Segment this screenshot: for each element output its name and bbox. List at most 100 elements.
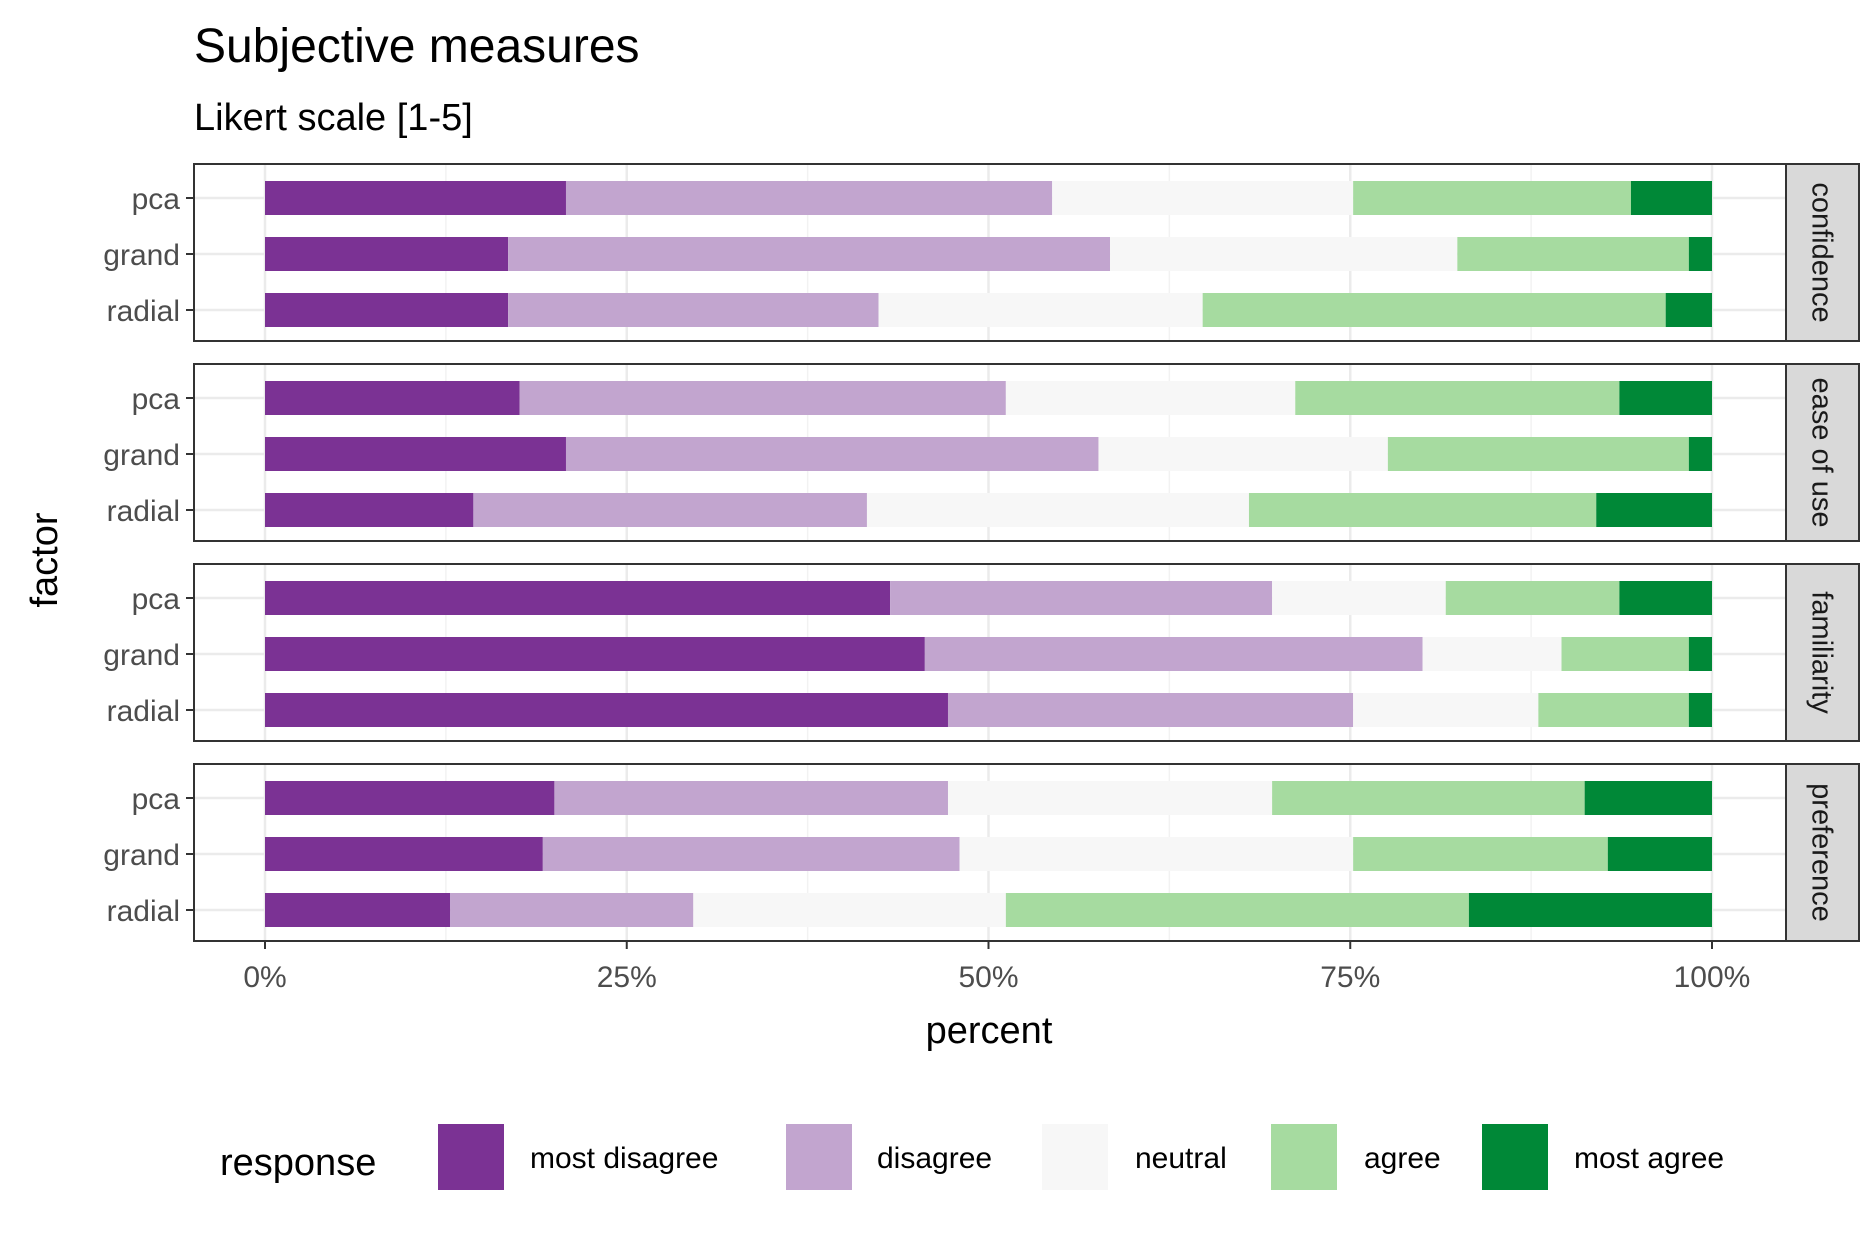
bar-familiarity-radial-most-disagree	[265, 693, 948, 727]
y-axis-label: factor	[24, 512, 66, 607]
bar-confidence-grand-agree	[1457, 237, 1689, 271]
facet-strip	[1785, 563, 1860, 742]
facet-strip	[1785, 363, 1860, 542]
bar-ease-of-use-pca-most-agree	[1619, 381, 1712, 415]
x-tick-label: 0%	[243, 961, 286, 994]
bar-familiarity-pca-neutral	[1272, 581, 1446, 615]
legend-key-most-agree	[1482, 1124, 1548, 1190]
facet-strip-label: confidence	[1806, 182, 1838, 322]
panel-familiarity: pca grand radial familiarity	[103, 563, 1860, 742]
facet-strip-label: familiarity	[1806, 591, 1838, 714]
bar-familiarity-pca-disagree	[890, 581, 1273, 615]
legend-key-agree	[1271, 1124, 1337, 1190]
bar-confidence-grand-most-disagree	[265, 237, 509, 271]
bar-preference-radial-neutral	[693, 893, 1006, 927]
bar-familiarity-grand-most-disagree	[265, 637, 925, 671]
legend-label-most-agree: most agree	[1574, 1142, 1724, 1175]
x-tick-label: 50%	[958, 961, 1018, 994]
bar-ease-of-use-grand-most-disagree	[265, 437, 566, 471]
x-tick-label: 75%	[1320, 961, 1380, 994]
bar-preference-pca-most-disagree	[265, 781, 555, 815]
y-tick-label: radial	[107, 495, 180, 528]
panel-ease-of-use: pca grand radial ease of use	[103, 363, 1860, 542]
x-axis: 0% 25% 50% 75% 100%	[243, 941, 1750, 994]
y-tick-label: grand	[103, 639, 180, 672]
bar-ease-of-use-grand-neutral	[1098, 437, 1388, 471]
bar-ease-of-use-radial-most-agree	[1596, 493, 1712, 527]
legend-label-disagree: disagree	[877, 1142, 992, 1175]
y-tick-label: radial	[107, 895, 180, 928]
bar-ease-of-use-grand-most-agree	[1688, 437, 1712, 471]
bar-familiarity-radial-neutral	[1353, 693, 1539, 727]
bar-familiarity-grand-agree	[1561, 637, 1689, 671]
bar-preference-pca-agree	[1272, 781, 1585, 815]
bar-familiarity-pca-agree	[1445, 581, 1620, 615]
bar-confidence-radial-neutral	[878, 293, 1203, 327]
bar-confidence-pca-most-disagree	[265, 181, 566, 215]
legend-label-agree: agree	[1364, 1142, 1441, 1175]
bar-preference-grand-most-disagree	[265, 837, 543, 871]
legend-title: response	[220, 1142, 376, 1184]
bar-ease-of-use-pca-most-disagree	[265, 381, 520, 415]
bar-preference-grand-disagree	[542, 837, 960, 871]
facet-strip	[1785, 763, 1860, 942]
bar-ease-of-use-pca-neutral	[1005, 381, 1296, 415]
y-tick-label: grand	[103, 839, 180, 872]
chart-subtitle: Likert scale [1-5]	[194, 97, 473, 139]
bar-familiarity-grand-most-agree	[1688, 637, 1712, 671]
bar-preference-radial-most-agree	[1468, 893, 1712, 927]
legend-key-disagree	[786, 1124, 852, 1190]
y-tick-label: grand	[103, 439, 180, 472]
y-tick-label: pca	[132, 783, 181, 816]
y-tick-label: pca	[132, 183, 181, 216]
chart-title: Subjective measures	[194, 20, 640, 73]
bar-confidence-pca-most-agree	[1630, 181, 1712, 215]
chart-panels: pca grand radial confidence pca grand radial ea…	[103, 163, 1860, 942]
bar-ease-of-use-radial-most-disagree	[265, 493, 474, 527]
legend: response most disagree disagree neutral agr…	[220, 1124, 1724, 1190]
facet-strip-label: ease of use	[1806, 378, 1838, 528]
bar-familiarity-radial-disagree	[947, 693, 1354, 727]
bar-confidence-pca-disagree	[565, 181, 1053, 215]
bar-ease-of-use-radial-disagree	[473, 493, 867, 527]
y-tick-label: radial	[107, 695, 180, 728]
bar-ease-of-use-pca-disagree	[519, 381, 1006, 415]
y-tick-label: pca	[132, 583, 181, 616]
bar-preference-pca-most-agree	[1584, 781, 1712, 815]
x-axis-label: percent	[926, 1010, 1053, 1052]
legend-key-neutral	[1042, 1124, 1108, 1190]
bar-ease-of-use-grand-agree	[1387, 437, 1689, 471]
bar-confidence-pca-neutral	[1052, 181, 1354, 215]
bar-preference-radial-most-disagree	[265, 893, 451, 927]
panel-confidence: pca grand radial confidence	[103, 163, 1860, 342]
legend-label-most-disagree: most disagree	[530, 1142, 718, 1175]
bar-preference-pca-neutral	[947, 781, 1273, 815]
bar-familiarity-pca-most-agree	[1619, 581, 1712, 615]
bar-confidence-radial-disagree	[508, 293, 879, 327]
bar-familiarity-radial-agree	[1538, 693, 1689, 727]
bar-confidence-radial-agree	[1202, 293, 1666, 327]
bar-familiarity-grand-disagree	[924, 637, 1423, 671]
bar-ease-of-use-radial-neutral	[866, 493, 1249, 527]
bar-ease-of-use-pca-agree	[1295, 381, 1620, 415]
facet-strip-label: preference	[1806, 783, 1838, 922]
y-tick-label: grand	[103, 239, 180, 272]
bar-confidence-radial-most-disagree	[265, 293, 509, 327]
y-tick-label: radial	[107, 295, 180, 328]
legend-label-neutral: neutral	[1135, 1142, 1227, 1175]
bar-familiarity-pca-most-disagree	[265, 581, 891, 615]
bar-confidence-grand-neutral	[1110, 237, 1458, 271]
bar-familiarity-grand-neutral	[1422, 637, 1562, 671]
bar-ease-of-use-grand-disagree	[565, 437, 1099, 471]
bar-ease-of-use-radial-agree	[1248, 493, 1597, 527]
bar-preference-radial-agree	[1005, 893, 1469, 927]
bar-confidence-grand-disagree	[508, 237, 1111, 271]
legend-key-most-disagree	[438, 1124, 504, 1190]
facet-strip	[1785, 163, 1860, 342]
bar-confidence-pca-agree	[1353, 181, 1631, 215]
x-tick-label: 100%	[1674, 961, 1751, 994]
bar-preference-grand-neutral	[959, 837, 1354, 871]
x-tick-label: 25%	[597, 961, 657, 994]
bar-preference-pca-disagree	[554, 781, 948, 815]
